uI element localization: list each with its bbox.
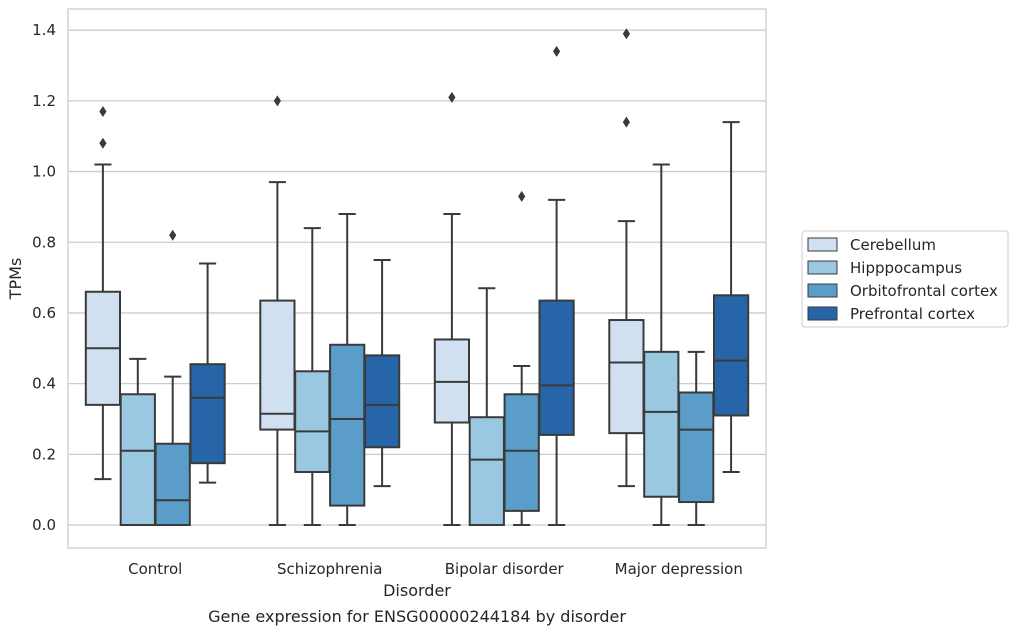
- box-1-3: [643, 163, 680, 527]
- chart-caption: Gene expression for ENSG00000244184 by d…: [208, 607, 626, 626]
- x-axis-label: Disorder: [383, 581, 451, 600]
- box-2-0: [154, 229, 191, 527]
- box-0-2: [433, 91, 471, 527]
- box-iqr: [678, 391, 715, 504]
- legend-frame: [801, 230, 1009, 328]
- y-tick-labels: 0.0 0.2 0.4 0.6 0.8 1.0 1.2 1.4: [32, 21, 56, 534]
- legend-label: Orbitofrontal cortex: [850, 282, 998, 300]
- box-3-1: [363, 258, 401, 488]
- y-tick-label: 1.4: [32, 21, 56, 39]
- box-iqr: [154, 442, 191, 527]
- box-iqr: [259, 299, 296, 431]
- outlier-point: [273, 95, 281, 107]
- outlier-point: [448, 91, 456, 103]
- outlier-point: [553, 45, 561, 57]
- outlier-point: [622, 28, 630, 40]
- y-tick-label: 0.6: [32, 304, 56, 322]
- legend-item: Cerebellum: [807, 236, 936, 254]
- legend-item: Orbitofrontal cortex: [807, 282, 998, 300]
- box-1-2: [468, 287, 505, 527]
- box-iqr: [294, 370, 331, 474]
- box-3-3: [712, 121, 750, 474]
- y-tick-label: 0.0: [32, 516, 56, 534]
- box-iqr: [363, 354, 401, 449]
- box-iqr: [712, 294, 750, 417]
- box-iqr: [643, 350, 680, 498]
- box-iqr: [608, 319, 645, 435]
- box-3-0: [189, 262, 226, 484]
- legend: Cerebellum Hipppocampus Orbitofrontal cort…: [801, 230, 1009, 328]
- y-tick-label: 0.8: [32, 233, 56, 251]
- legend-item: Prefrontal cortex: [807, 305, 975, 323]
- legend-swatch: [807, 306, 838, 321]
- box-iqr: [189, 363, 226, 465]
- y-tick-label: 1.0: [32, 163, 56, 181]
- outlier-point: [169, 229, 177, 241]
- box-1-0: [119, 357, 156, 527]
- outlier-point: [622, 116, 630, 128]
- x-tick-label: Bipolar disorder: [445, 560, 565, 578]
- outlier-point: [99, 137, 107, 149]
- plot-frame: [67, 8, 767, 549]
- box-iqr: [538, 299, 575, 436]
- box-1-1: [294, 227, 331, 527]
- box-0-1: [259, 95, 296, 527]
- x-tick-label: Major depression: [615, 560, 743, 578]
- outlier-point: [99, 105, 107, 117]
- x-tick-labels: Control Schizophrenia Bipolar disorder Majo…: [128, 560, 743, 578]
- box-3-2: [538, 45, 575, 527]
- legend-label: Hipppocampus: [850, 259, 962, 277]
- x-tick-label: Control: [128, 560, 182, 578]
- y-tick-label: 0.4: [32, 375, 56, 393]
- box-iqr: [329, 343, 366, 507]
- y-tick-label: 0.2: [32, 445, 56, 463]
- outlier-point: [518, 190, 526, 202]
- legend-label: Cerebellum: [850, 236, 936, 254]
- x-tick-label: Schizophrenia: [277, 560, 382, 578]
- y-tick-label: 1.2: [32, 92, 56, 110]
- box-2-2: [503, 190, 540, 527]
- box-iqr: [468, 416, 505, 527]
- box-iqr: [119, 393, 156, 527]
- legend-swatch: [807, 237, 838, 252]
- y-axis-label: TPMs: [6, 258, 25, 301]
- legend-item: Hipppocampus: [807, 259, 962, 277]
- legend-swatch: [807, 283, 838, 298]
- legend-swatch: [807, 260, 838, 275]
- legend-label: Prefrontal cortex: [850, 305, 975, 323]
- box-0-0: [84, 105, 122, 481]
- box-2-3: [678, 350, 715, 527]
- box-groups: [84, 28, 750, 527]
- box-0-3: [608, 28, 645, 488]
- box-2-1: [329, 212, 366, 527]
- box-iqr: [503, 393, 540, 512]
